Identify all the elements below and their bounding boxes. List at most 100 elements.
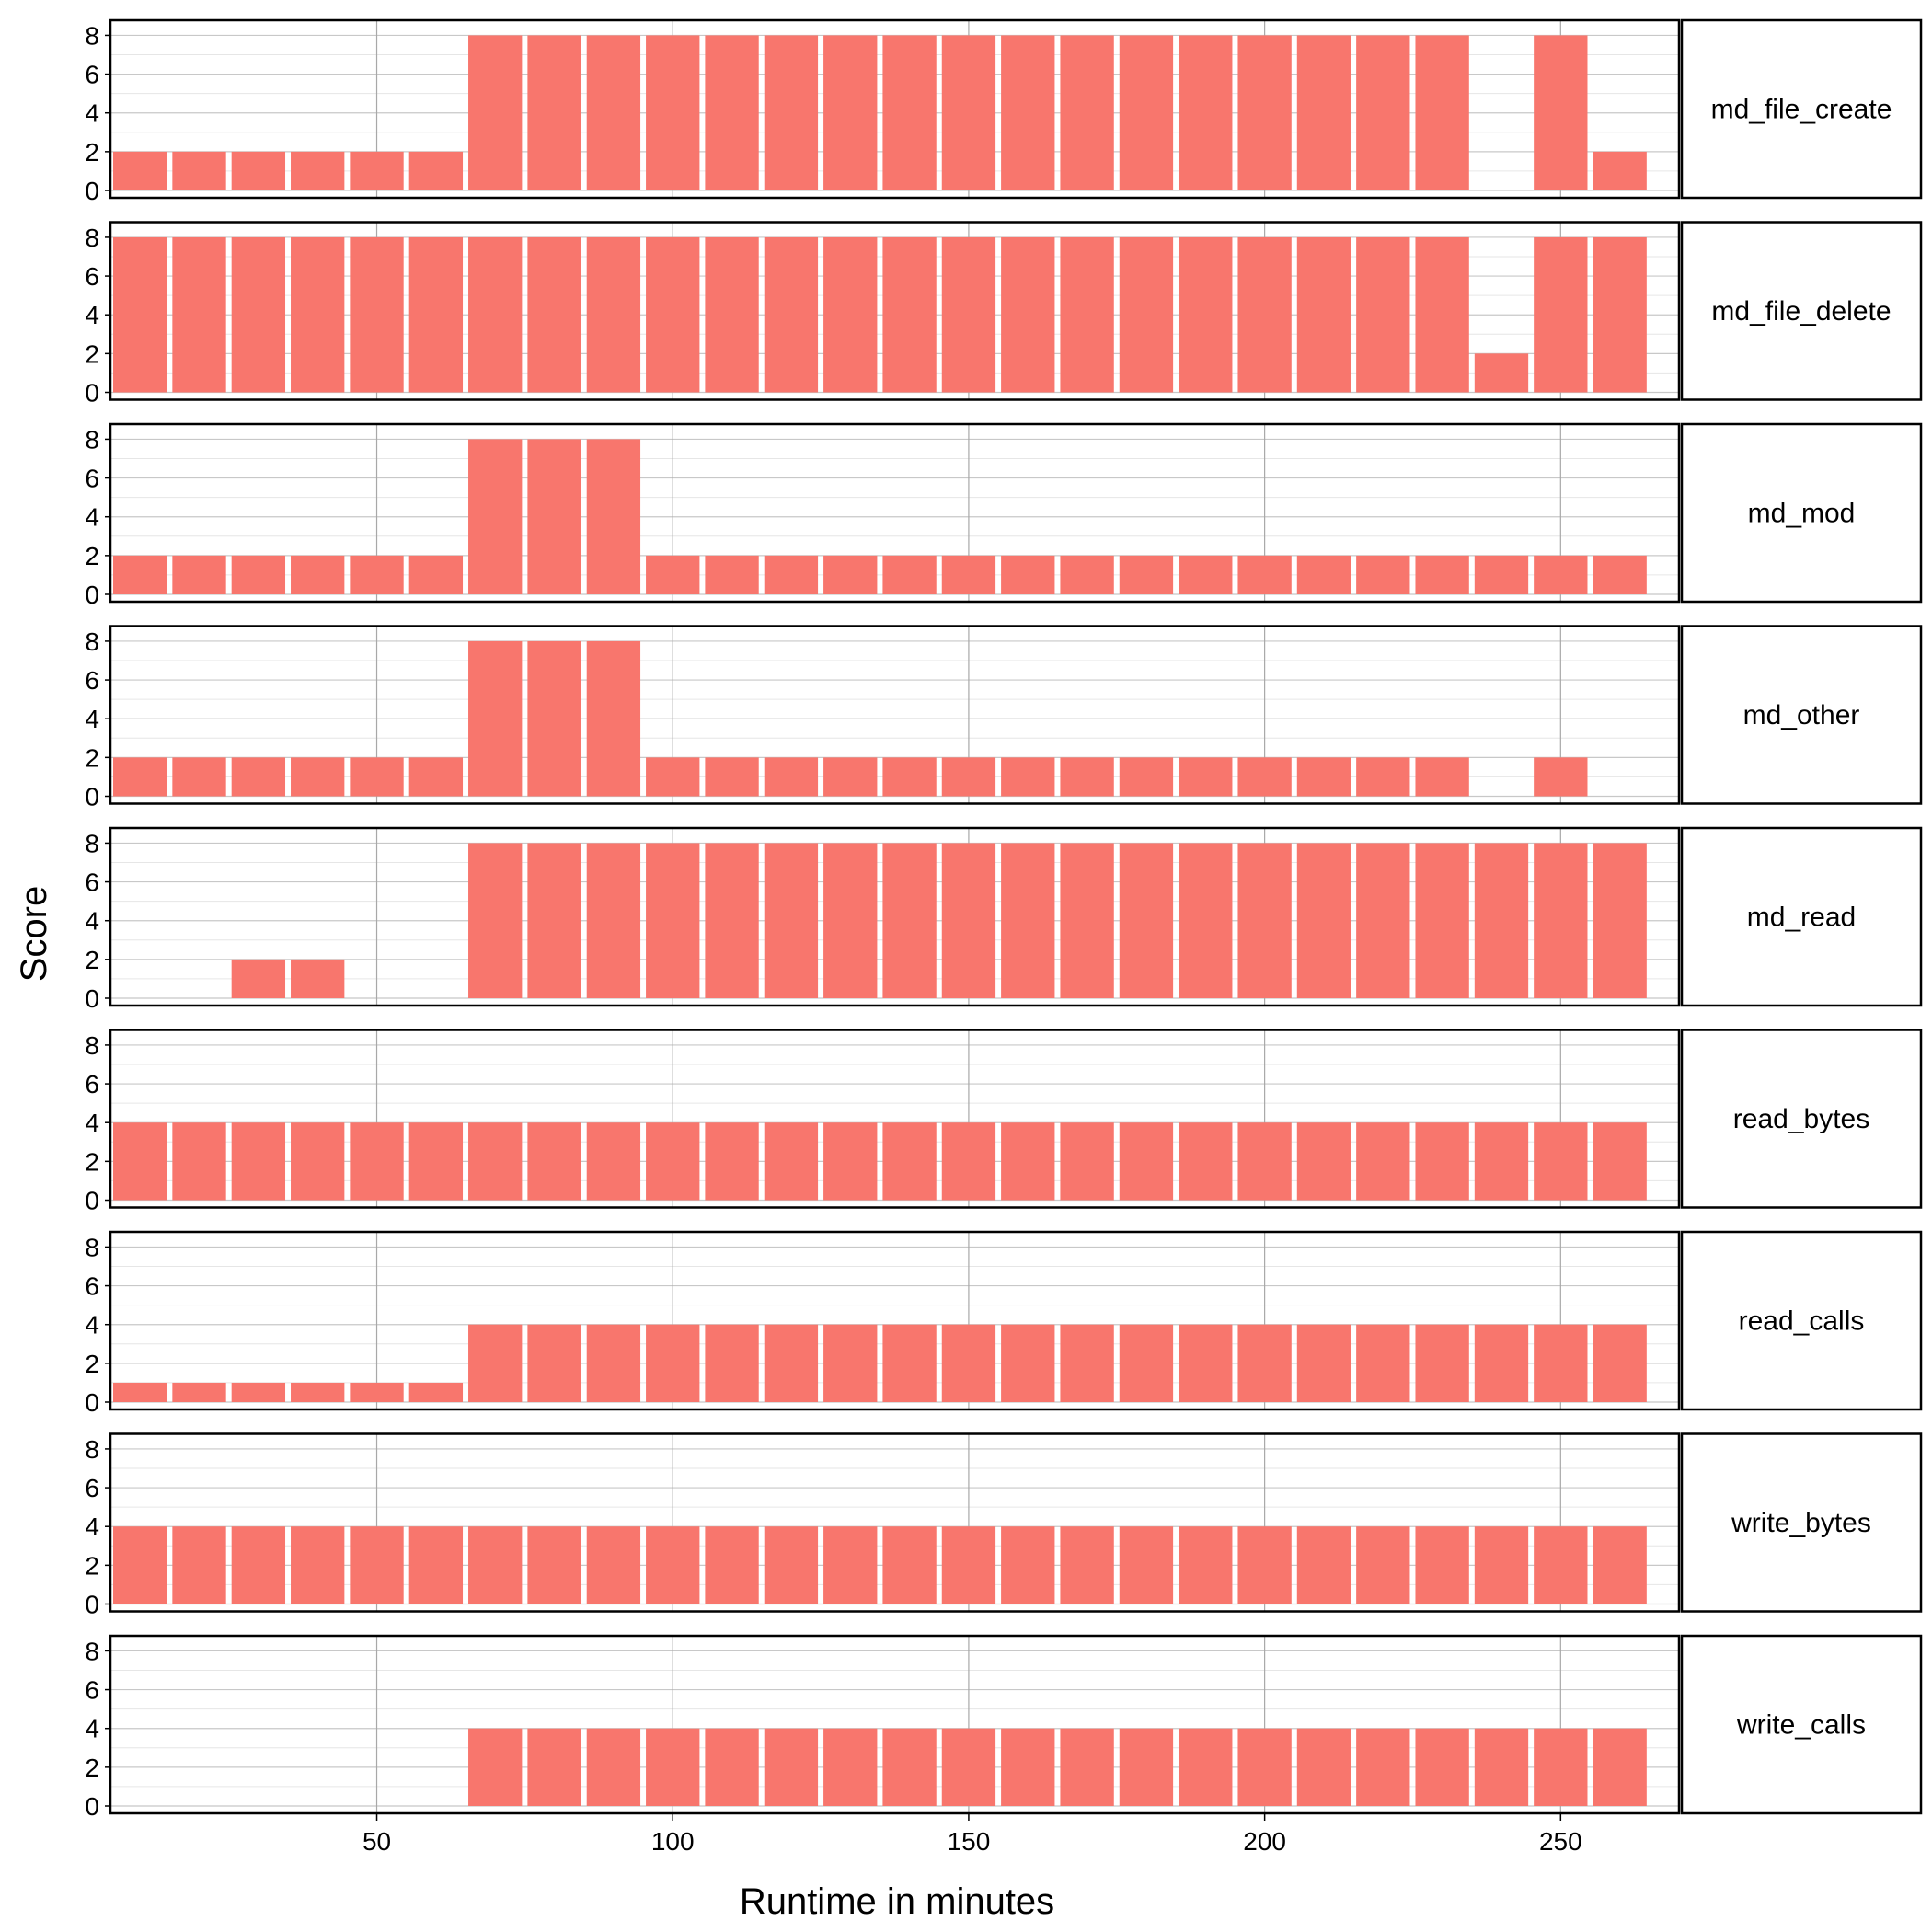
- facet-panel-read_calls: 0 2 4 6 8 read_calls: [85, 1230, 1923, 1417]
- bar: [468, 439, 523, 594]
- facet-panel-write_bytes: 0 2 4 6 8 write_bytes: [85, 1432, 1923, 1619]
- bar: [231, 151, 286, 190]
- facet-strip-label: md_read: [1747, 903, 1856, 933]
- bar: [172, 1526, 226, 1604]
- y-tick-label: 6: [85, 1474, 99, 1502]
- bar: [1415, 757, 1469, 797]
- bar: [1179, 555, 1233, 594]
- y-tick-label: 0: [85, 1187, 99, 1215]
- y-tick-label: 0: [85, 379, 99, 408]
- bar: [172, 757, 226, 797]
- bar: [1237, 236, 1292, 393]
- bar: [586, 35, 641, 190]
- bar: [586, 1526, 641, 1604]
- bar: [1474, 1122, 1529, 1201]
- bar: [1179, 35, 1233, 190]
- bar: [1060, 1728, 1114, 1806]
- bar: [882, 555, 937, 594]
- facet-panel-md_other: 0 2 4 6 8 md_other: [85, 625, 1923, 811]
- facet-panel-md_read: 0 2 4 6 8 md_read: [85, 826, 1923, 1013]
- facet-strip: [1680, 18, 1923, 200]
- bar: [764, 757, 819, 797]
- bar: [941, 555, 996, 594]
- bar: [705, 35, 759, 190]
- bar: [823, 1526, 878, 1604]
- bar: [1060, 757, 1114, 797]
- bar: [1534, 1324, 1588, 1402]
- bar: [1296, 555, 1351, 594]
- panel-border: [109, 422, 1681, 604]
- bar: [1474, 353, 1529, 393]
- bar: [1415, 1728, 1469, 1806]
- bar: [1001, 236, 1055, 393]
- facet-strip-label: md_other: [1743, 700, 1860, 730]
- bar: [586, 640, 641, 797]
- bar: [1296, 843, 1351, 998]
- bar: [1237, 1526, 1292, 1604]
- bar: [1534, 843, 1588, 998]
- y-tick-label: 8: [85, 224, 99, 252]
- bar: [231, 1122, 286, 1201]
- bar: [1415, 35, 1469, 190]
- bar: [527, 1324, 581, 1402]
- bar: [882, 757, 937, 797]
- bar: [291, 959, 345, 998]
- bar: [408, 555, 464, 594]
- bar: [113, 1122, 167, 1201]
- facet-strip-label: md_file_create: [1711, 95, 1892, 125]
- bar: [1356, 1122, 1410, 1201]
- y-tick-label: 8: [85, 1435, 99, 1464]
- bar: [646, 757, 700, 797]
- bar: [646, 236, 700, 393]
- bar: [646, 1526, 700, 1604]
- bar: [1179, 1728, 1233, 1806]
- bar: [823, 843, 878, 998]
- y-tick-label: 4: [85, 1715, 99, 1743]
- panel-border: [109, 1029, 1681, 1209]
- bar: [350, 757, 404, 797]
- bar: [1356, 1526, 1410, 1604]
- bar: [468, 1728, 523, 1806]
- bar: [764, 1526, 819, 1604]
- y-tick-label: 2: [85, 743, 99, 772]
- bar: [1119, 555, 1174, 594]
- bar: [764, 555, 819, 594]
- bar: [291, 151, 345, 190]
- bar: [882, 1728, 937, 1806]
- bar: [1179, 843, 1233, 998]
- bar: [1001, 1526, 1055, 1604]
- bar: [408, 1382, 464, 1402]
- y-tick-label: 2: [85, 946, 99, 974]
- bar: [882, 1526, 937, 1604]
- bar: [1060, 1122, 1114, 1201]
- y-tick-label: 6: [85, 1676, 99, 1705]
- bar: [1179, 1122, 1233, 1201]
- y-tick-label: 6: [85, 262, 99, 291]
- y-tick-label: 2: [85, 1147, 99, 1176]
- bar: [1474, 1324, 1529, 1402]
- facet-panel-md_file_delete: 0 2 4 6 8 md_file_delete: [85, 221, 1923, 408]
- bar: [1237, 1122, 1292, 1201]
- y-tick-label: 0: [85, 1591, 99, 1619]
- bar: [1237, 1728, 1292, 1806]
- bar: [231, 236, 286, 393]
- y-tick-label: 6: [85, 465, 99, 493]
- bar: [1119, 1728, 1174, 1806]
- bar: [408, 151, 464, 190]
- bar: [1593, 1324, 1647, 1402]
- facet-strip-label: write_bytes: [1731, 1508, 1871, 1538]
- bar: [764, 236, 819, 393]
- bar: [231, 1382, 286, 1402]
- y-tick-label: 8: [85, 829, 99, 857]
- bar: [705, 1728, 759, 1806]
- y-tick-label: 8: [85, 1233, 99, 1261]
- bar: [705, 757, 759, 797]
- bar: [1356, 843, 1410, 998]
- bar: [586, 439, 641, 594]
- bar: [1593, 1728, 1647, 1806]
- bar: [291, 757, 345, 797]
- y-tick-label: 6: [85, 868, 99, 897]
- bar: [468, 1324, 523, 1402]
- y-tick-label: 2: [85, 1754, 99, 1782]
- y-axis-title: Score: [14, 886, 54, 983]
